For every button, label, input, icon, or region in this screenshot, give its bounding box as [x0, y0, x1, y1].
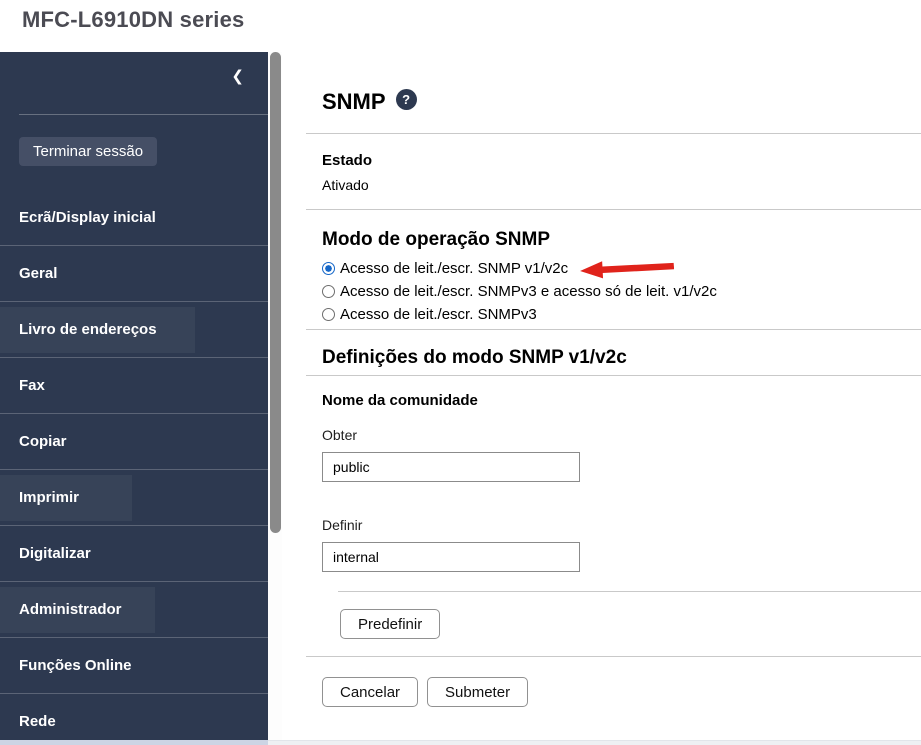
get-community-input[interactable]	[322, 452, 580, 482]
divider	[306, 375, 921, 376]
divider	[306, 656, 921, 657]
cancel-button[interactable]: Cancelar	[322, 677, 419, 707]
logout-button[interactable]: Terminar sessão	[19, 137, 158, 166]
device-model-title: MFC-L6910DN series	[22, 7, 245, 32]
sidebar-item-scan[interactable]: Digitalizar	[0, 526, 268, 582]
status-value: Ativado	[322, 177, 369, 193]
sidebar-nav: ❮ Terminar sessão Ecrã/Display inicial G…	[0, 52, 268, 741]
default-button[interactable]: Predefinir	[340, 609, 441, 639]
radio-v3-readonly-v1v2c[interactable]	[322, 285, 335, 298]
submit-button[interactable]: Submeter	[427, 677, 529, 707]
snmp-mode-radio-group: Acesso de leit./escr. SNMP v1/v2c Acesso…	[322, 257, 921, 326]
radio-row-v3-ro: Acesso de leit./escr. SNMPv3 e acesso só…	[322, 280, 921, 303]
sidebar-item-address-book[interactable]: Livro de endereços	[0, 302, 268, 358]
sidebar-item-administrator[interactable]: Administrador	[0, 582, 268, 638]
radio-v1v2c[interactable]	[322, 262, 335, 275]
sidebar-item-home-screen[interactable]: Ecrã/Display inicial	[0, 190, 268, 246]
divider	[306, 209, 921, 210]
community-name-label: Nome da comunidade	[322, 392, 478, 409]
radio-label-v3[interactable]: Acesso de leit./escr. SNMPv3	[340, 306, 537, 323]
page-title: SNMP	[322, 89, 386, 114]
divider	[306, 133, 921, 134]
sidebar-item-fax[interactable]: Fax	[0, 358, 268, 414]
snmp-mode-section-title: Modo de operação SNMP	[322, 229, 551, 250]
radio-row-v3: Acesso de leit./escr. SNMPv3	[322, 303, 921, 326]
radio-row-v1v2c: Acesso de leit./escr. SNMP v1/v2c	[322, 257, 921, 280]
sidebar-scrollbar-track[interactable]	[268, 52, 282, 745]
sidebar-item-network[interactable]: Rede	[0, 694, 268, 745]
sidebar-item-copy[interactable]: Copiar	[0, 414, 268, 470]
set-community-input[interactable]	[322, 542, 580, 572]
sidebar-divider	[19, 114, 268, 115]
get-field-label: Obter	[322, 427, 358, 443]
fieldset-divider	[338, 591, 921, 592]
sidebar-item-online-functions[interactable]: Funções Online	[0, 638, 268, 694]
set-field-label: Definir	[322, 517, 363, 533]
v1v2c-settings-section-title: Definições do modo SNMP v1/v2c	[322, 347, 627, 368]
main-content: SNMP ? Estado Ativado Modo de operação S…	[282, 52, 921, 745]
sidebar-menu: Ecrã/Display inicial Geral Livro de ende…	[0, 190, 268, 745]
annotation-arrow-icon	[580, 261, 675, 279]
radio-label-v1v2c[interactable]: Acesso de leit./escr. SNMP v1/v2c	[340, 260, 569, 277]
radio-v3[interactable]	[322, 308, 335, 321]
sidebar-scrollbar-thumb[interactable]	[270, 52, 281, 533]
divider	[306, 329, 921, 330]
status-label: Estado	[322, 152, 373, 169]
sidebar-item-print[interactable]: Imprimir	[0, 470, 268, 526]
help-icon[interactable]: ?	[395, 89, 417, 110]
app-header: MFC-L6910DN series	[0, 0, 921, 52]
radio-label-v3-readonly-v1v2c[interactable]: Acesso de leit./escr. SNMPv3 e acesso só…	[340, 283, 717, 300]
bottom-edge-strip	[0, 740, 921, 745]
sidebar-item-general[interactable]: Geral	[0, 246, 268, 302]
sidebar-collapse-icon[interactable]: ❮	[231, 68, 244, 85]
